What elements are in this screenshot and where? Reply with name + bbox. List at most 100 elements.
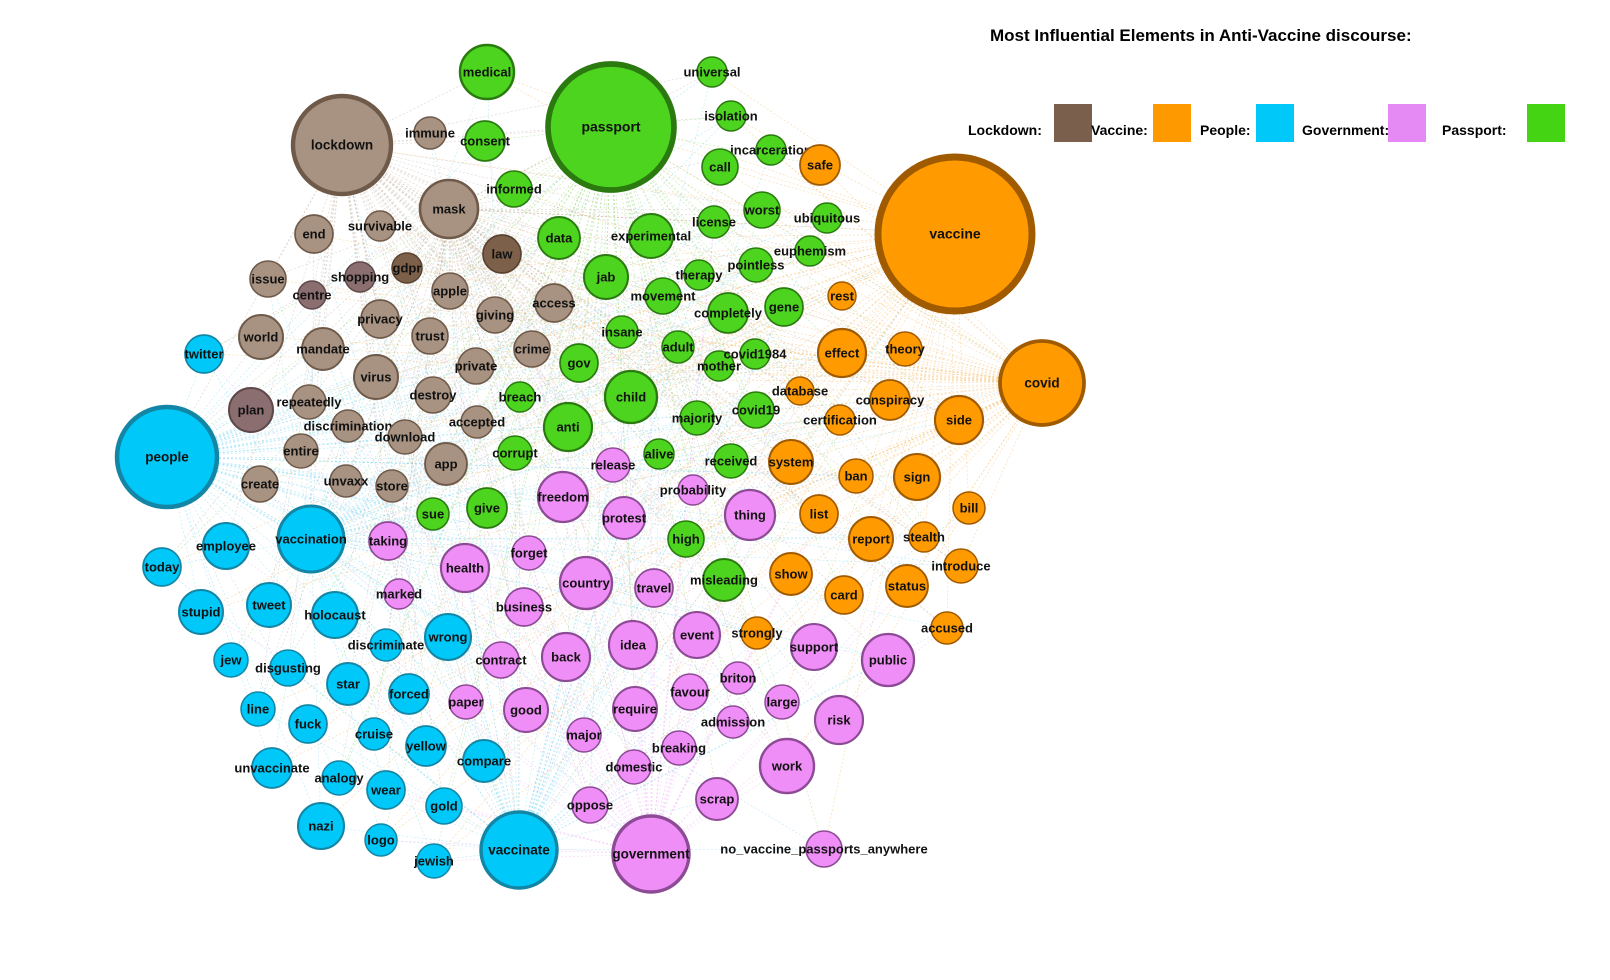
node-label: child — [616, 389, 646, 404]
legend-swatch-vaccine — [1153, 104, 1191, 142]
edge — [518, 353, 756, 851]
edge — [311, 208, 450, 296]
node-label: marked — [376, 586, 422, 601]
node-create: create — [241, 465, 279, 503]
node-circle — [413, 116, 447, 150]
node-circle — [612, 686, 658, 732]
node-label: stealth — [903, 529, 945, 544]
node-circle — [228, 387, 274, 433]
node-alive: alive — [643, 438, 675, 470]
node-circle — [540, 631, 592, 683]
edge — [610, 126, 821, 166]
node-label: effect — [825, 345, 860, 360]
node-circle — [511, 535, 547, 571]
edge — [166, 237, 560, 458]
legend-item-people: People: — [1200, 98, 1300, 142]
node-circle — [583, 254, 629, 300]
node-label: pointless — [727, 257, 784, 272]
edge — [166, 456, 322, 827]
node-circle — [249, 260, 287, 298]
node-circle — [695, 777, 739, 821]
node-label: ubiquitous — [794, 210, 860, 225]
edge — [650, 585, 908, 855]
node-support: support — [790, 622, 839, 672]
edge — [308, 401, 652, 855]
node-label: incarceration — [730, 142, 812, 157]
edge — [786, 382, 1043, 767]
node-circle — [178, 589, 224, 635]
edge — [518, 348, 906, 851]
node-insane: insane — [601, 315, 643, 349]
edge — [310, 538, 530, 554]
node-label: isolation — [704, 108, 758, 123]
node-immune: immune — [405, 116, 455, 150]
node-circle — [848, 516, 894, 562]
node-circle — [672, 610, 722, 660]
node-list: list — [799, 494, 839, 534]
edge — [287, 667, 520, 851]
node-label: completely — [694, 305, 763, 320]
node-movement: movement — [630, 277, 696, 315]
edge — [310, 452, 516, 540]
node-ban: ban — [838, 458, 874, 494]
node-label: people — [145, 450, 189, 465]
node-label: crime — [515, 341, 550, 356]
node-circle — [364, 823, 398, 857]
node-label: database — [772, 383, 828, 398]
node-circle — [671, 673, 709, 711]
edge — [322, 208, 450, 350]
node-accused: accused — [921, 611, 973, 645]
node-circle — [114, 404, 220, 510]
node-label: cruise — [355, 726, 393, 741]
node-circle — [885, 564, 929, 608]
node-sign: sign — [892, 452, 942, 502]
node-label: majority — [672, 410, 723, 425]
node-circle — [738, 247, 774, 283]
node-label: jew — [220, 652, 243, 667]
legend-item-government: Government: — [1302, 98, 1442, 142]
node-label: report — [852, 531, 890, 546]
legend-swatch-lockdown — [1054, 104, 1092, 142]
node-circle — [811, 202, 843, 234]
node-label: jewish — [413, 853, 454, 868]
node-circle — [458, 43, 516, 101]
node-breaking: breaking — [652, 730, 706, 766]
node-label: end — [302, 226, 325, 241]
node-label: vaccination — [275, 531, 347, 546]
node-label: favour — [670, 684, 710, 699]
node-label: accepted — [449, 414, 505, 429]
node-circle — [425, 787, 463, 825]
node-label: compare — [457, 753, 511, 768]
edge — [689, 233, 956, 693]
edge — [341, 144, 488, 509]
edge — [448, 208, 828, 219]
node-circle — [383, 578, 415, 610]
node-label: safe — [807, 157, 833, 172]
node-circle — [416, 843, 452, 879]
node-circle — [213, 642, 249, 678]
edge — [225, 144, 343, 547]
node-world: world — [238, 314, 284, 360]
node-employee: employee — [196, 521, 256, 571]
edge — [359, 276, 1043, 384]
node-circle — [504, 587, 544, 627]
node-issue: issue — [249, 260, 287, 298]
node-release: release — [591, 447, 635, 483]
node-worst: worst — [743, 191, 781, 229]
node-today: today — [142, 547, 182, 587]
node-label: plan — [238, 402, 265, 417]
node-certification: certification — [803, 404, 877, 436]
node-label: large — [766, 694, 797, 709]
node-label: work — [771, 758, 803, 773]
edge — [432, 126, 612, 515]
node-holocaust: holocaust — [304, 590, 366, 640]
edge — [448, 208, 530, 554]
node-label: support — [790, 639, 839, 654]
legend-item-lockdown: Lockdown: — [968, 98, 1094, 142]
edge — [448, 208, 962, 567]
edge — [749, 382, 1043, 516]
node-idea: idea — [607, 619, 659, 671]
node-label: virus — [360, 369, 391, 384]
node-circle — [414, 376, 452, 414]
node-therapy: therapy — [676, 259, 723, 291]
